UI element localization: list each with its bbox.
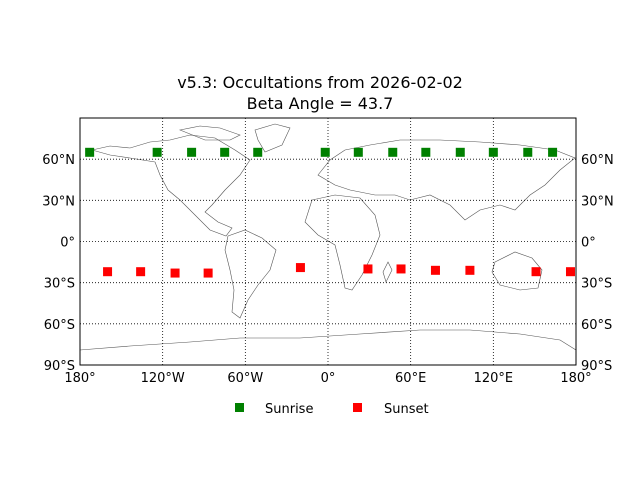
y-tick-label-left: 30°S bbox=[44, 277, 75, 292]
sunset-marker bbox=[103, 267, 113, 277]
sunrise-marker bbox=[152, 147, 162, 157]
y-tick-label-right: 60°N bbox=[581, 153, 614, 168]
sunset-marker bbox=[170, 268, 180, 278]
y-tick-label-left: 90°S bbox=[44, 359, 75, 374]
sunrise-marker bbox=[353, 147, 363, 157]
sunrise-marker bbox=[488, 147, 498, 157]
sunrise-marker bbox=[85, 147, 95, 157]
y-tick-label-right: 0° bbox=[581, 236, 596, 251]
chart-title: v5.3: Occultations from 2026-02-02 bbox=[177, 73, 463, 92]
legend-sunrise-marker bbox=[235, 403, 244, 412]
chart-subtitle: Beta Angle = 43.7 bbox=[246, 94, 394, 113]
legend-sunrise-label: Sunrise bbox=[265, 402, 313, 417]
x-tick-label: 180° bbox=[560, 371, 591, 386]
y-tick-label-left: 0° bbox=[60, 236, 75, 251]
sunset-marker bbox=[203, 268, 213, 278]
x-tick-label: 60°E bbox=[395, 371, 426, 386]
coastlines bbox=[79, 123, 577, 351]
sunrise-marker bbox=[388, 147, 398, 157]
legend-sunset-label: Sunset bbox=[384, 402, 429, 417]
y-tick-label-right: 30°S bbox=[581, 277, 612, 292]
x-tick-label: 120°W bbox=[141, 371, 185, 386]
sunset-marker bbox=[565, 267, 575, 277]
x-tick-label: 180° bbox=[64, 371, 95, 386]
sunset-marker bbox=[295, 263, 305, 273]
sunset-marker bbox=[363, 264, 373, 274]
axis-ticks: 180° 120°W 60°W 0° 60°E 120°E 180° 60°N 30°N 0° 30… bbox=[42, 153, 614, 386]
y-tick-label-left: 60°S bbox=[44, 318, 75, 333]
plot-frame bbox=[79, 117, 577, 366]
sunrise-marker bbox=[253, 147, 263, 157]
sunrise-marker bbox=[421, 147, 431, 157]
x-tick-label: 60°W bbox=[227, 371, 263, 386]
sunset-marker bbox=[465, 265, 475, 275]
x-tick-label: 120°E bbox=[474, 371, 514, 386]
x-tick-label: 0° bbox=[321, 371, 336, 386]
sunset-marker bbox=[136, 267, 146, 277]
sunrise-marker bbox=[187, 147, 197, 157]
sunset-marker bbox=[430, 265, 440, 275]
sunset-marker bbox=[396, 264, 406, 274]
sunrise-marker bbox=[220, 147, 230, 157]
legend: Sunrise Sunset bbox=[235, 402, 429, 417]
sunrise-marker bbox=[320, 147, 330, 157]
y-tick-label-right: 30°N bbox=[581, 194, 614, 209]
sunrise-marker bbox=[548, 147, 558, 157]
y-tick-label-left: 30°N bbox=[42, 194, 75, 209]
grid-lines bbox=[80, 118, 576, 366]
sunrise-marker bbox=[455, 147, 465, 157]
y-tick-label-right: 60°S bbox=[581, 318, 612, 333]
sunrise-marker bbox=[523, 147, 533, 157]
y-tick-label-right: 90°S bbox=[581, 359, 612, 374]
sunset-marker bbox=[531, 267, 541, 277]
legend-sunset-marker bbox=[353, 403, 362, 412]
y-tick-label-left: 60°N bbox=[42, 153, 75, 168]
data-markers bbox=[85, 147, 575, 278]
